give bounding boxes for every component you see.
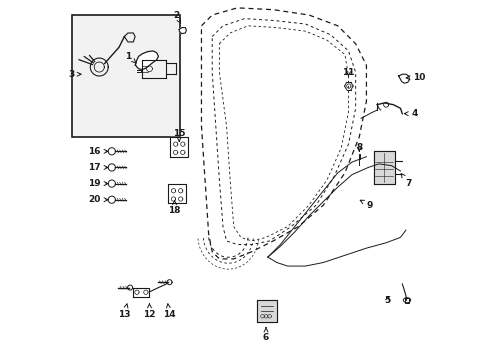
Text: 9: 9 — [360, 200, 372, 210]
Text: 3: 3 — [68, 70, 81, 79]
Text: 5: 5 — [384, 296, 390, 305]
Text: 15: 15 — [173, 129, 185, 141]
Text: 10: 10 — [406, 73, 425, 82]
Text: 16: 16 — [88, 147, 108, 156]
Polygon shape — [179, 28, 186, 34]
Polygon shape — [398, 74, 408, 83]
Text: 2: 2 — [173, 10, 180, 23]
Text: 20: 20 — [88, 195, 108, 204]
Polygon shape — [170, 137, 188, 157]
Polygon shape — [168, 184, 185, 203]
Text: 4: 4 — [404, 109, 417, 118]
Text: 19: 19 — [87, 179, 108, 188]
Text: 7: 7 — [400, 174, 411, 188]
Text: 11: 11 — [342, 68, 354, 77]
Text: 6: 6 — [263, 328, 268, 342]
Text: 12: 12 — [143, 304, 155, 319]
Text: 17: 17 — [87, 163, 108, 172]
Text: 14: 14 — [163, 304, 175, 319]
Bar — [72, 15, 180, 137]
Text: 13: 13 — [118, 304, 130, 319]
Text: 1: 1 — [125, 52, 136, 63]
Polygon shape — [373, 151, 394, 184]
Text: 8: 8 — [355, 143, 362, 152]
Text: 18: 18 — [168, 200, 181, 215]
Polygon shape — [135, 51, 158, 69]
Polygon shape — [257, 300, 276, 321]
